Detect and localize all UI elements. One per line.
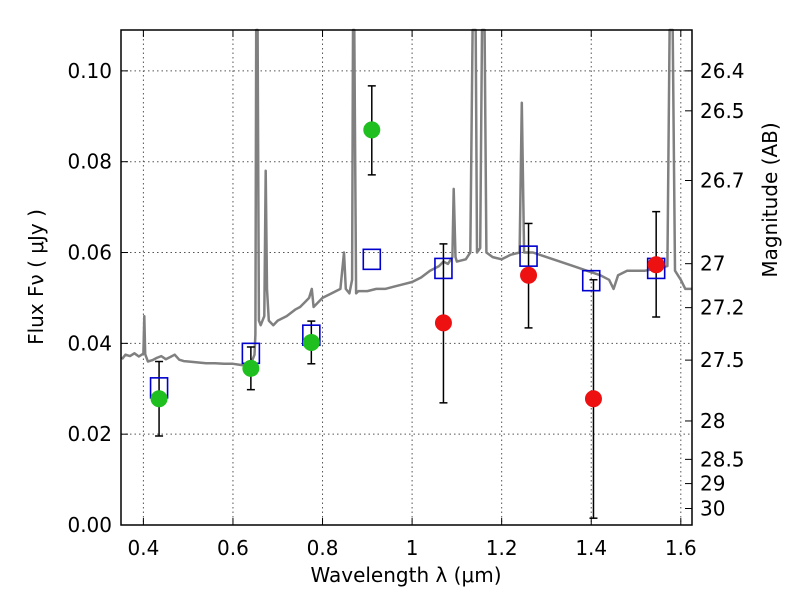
y-tick-label: 0.00 xyxy=(67,513,112,537)
y-tick-label: 0.04 xyxy=(67,331,112,355)
x-tick-label: 1.2 xyxy=(486,536,518,560)
observed-points xyxy=(150,121,665,408)
mag-tick-label: 27.2 xyxy=(700,296,745,320)
axes: 0.4 0.6 0.8 1 1.2 1.4 1.6 0.00 0.02 0.04 0.06 0.08 0… xyxy=(67,30,745,560)
right-axis-label: Magnitude (AB) xyxy=(758,122,782,277)
mag-tick-label: 28 xyxy=(700,409,725,433)
x-tick-label: 1.6 xyxy=(665,536,697,560)
mag-tick-label: 27.5 xyxy=(700,348,745,372)
y-tick-label: 0.02 xyxy=(67,422,112,446)
model-square xyxy=(434,257,453,280)
mag-tick-label: 26.5 xyxy=(700,99,745,123)
red-point xyxy=(434,314,452,332)
mag-tick-label: 26.7 xyxy=(700,169,745,193)
model-square xyxy=(581,269,601,292)
x-tick-label: 0.6 xyxy=(217,536,249,560)
mag-tick-label: 26.4 xyxy=(700,59,745,83)
mag-tick-label: 27 xyxy=(700,252,725,276)
model-square xyxy=(519,245,538,267)
model-square xyxy=(362,248,382,271)
plot-frame xyxy=(120,29,693,526)
green-point xyxy=(150,390,168,408)
y-tick-label: 0.10 xyxy=(67,59,112,83)
mag-tick-label: 30 xyxy=(700,497,725,521)
x-tick-label: 0.8 xyxy=(307,536,339,560)
x-tick-label: 1.4 xyxy=(575,536,607,560)
green-point xyxy=(363,121,381,139)
y-axis-label: Flux Fν ( μJy ) xyxy=(24,209,48,345)
red-point xyxy=(520,266,538,284)
green-point xyxy=(302,333,320,351)
mag-tick-label: 28.5 xyxy=(700,447,745,471)
y-tick-label: 0.06 xyxy=(67,241,112,265)
green-point xyxy=(242,359,260,377)
red-point xyxy=(647,256,665,274)
model-points xyxy=(149,245,666,399)
mag-tick-label: 29 xyxy=(700,472,725,496)
error-bars xyxy=(155,85,661,519)
red-point xyxy=(584,390,602,408)
spectrum-series xyxy=(120,28,692,367)
x-axis-label: Wavelength λ (μm) xyxy=(310,563,501,587)
x-tick-label: 1 xyxy=(406,536,419,560)
y-tick-label: 0.08 xyxy=(67,150,112,174)
spectrum-line xyxy=(120,28,692,367)
x-tick-label: 0.4 xyxy=(127,536,159,560)
